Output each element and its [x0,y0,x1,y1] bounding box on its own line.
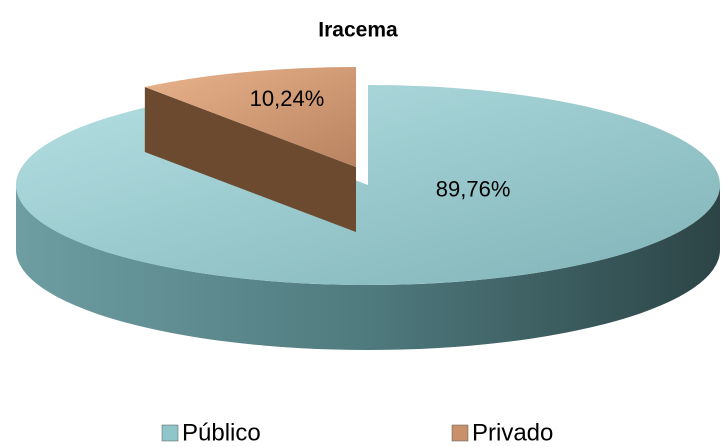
data-label: 10,24% [250,86,325,111]
chart-title: Iracema [318,19,398,42]
legend-label: Público [182,419,261,446]
pie-edge [144,86,356,232]
pie-side [16,185,720,350]
pie-slice [15,85,720,285]
legend-swatch [451,424,469,442]
data-label: 89,76% [436,177,511,202]
pie-slice [144,67,356,167]
legend-label: Privado [472,419,553,446]
legend-swatch [161,424,179,442]
